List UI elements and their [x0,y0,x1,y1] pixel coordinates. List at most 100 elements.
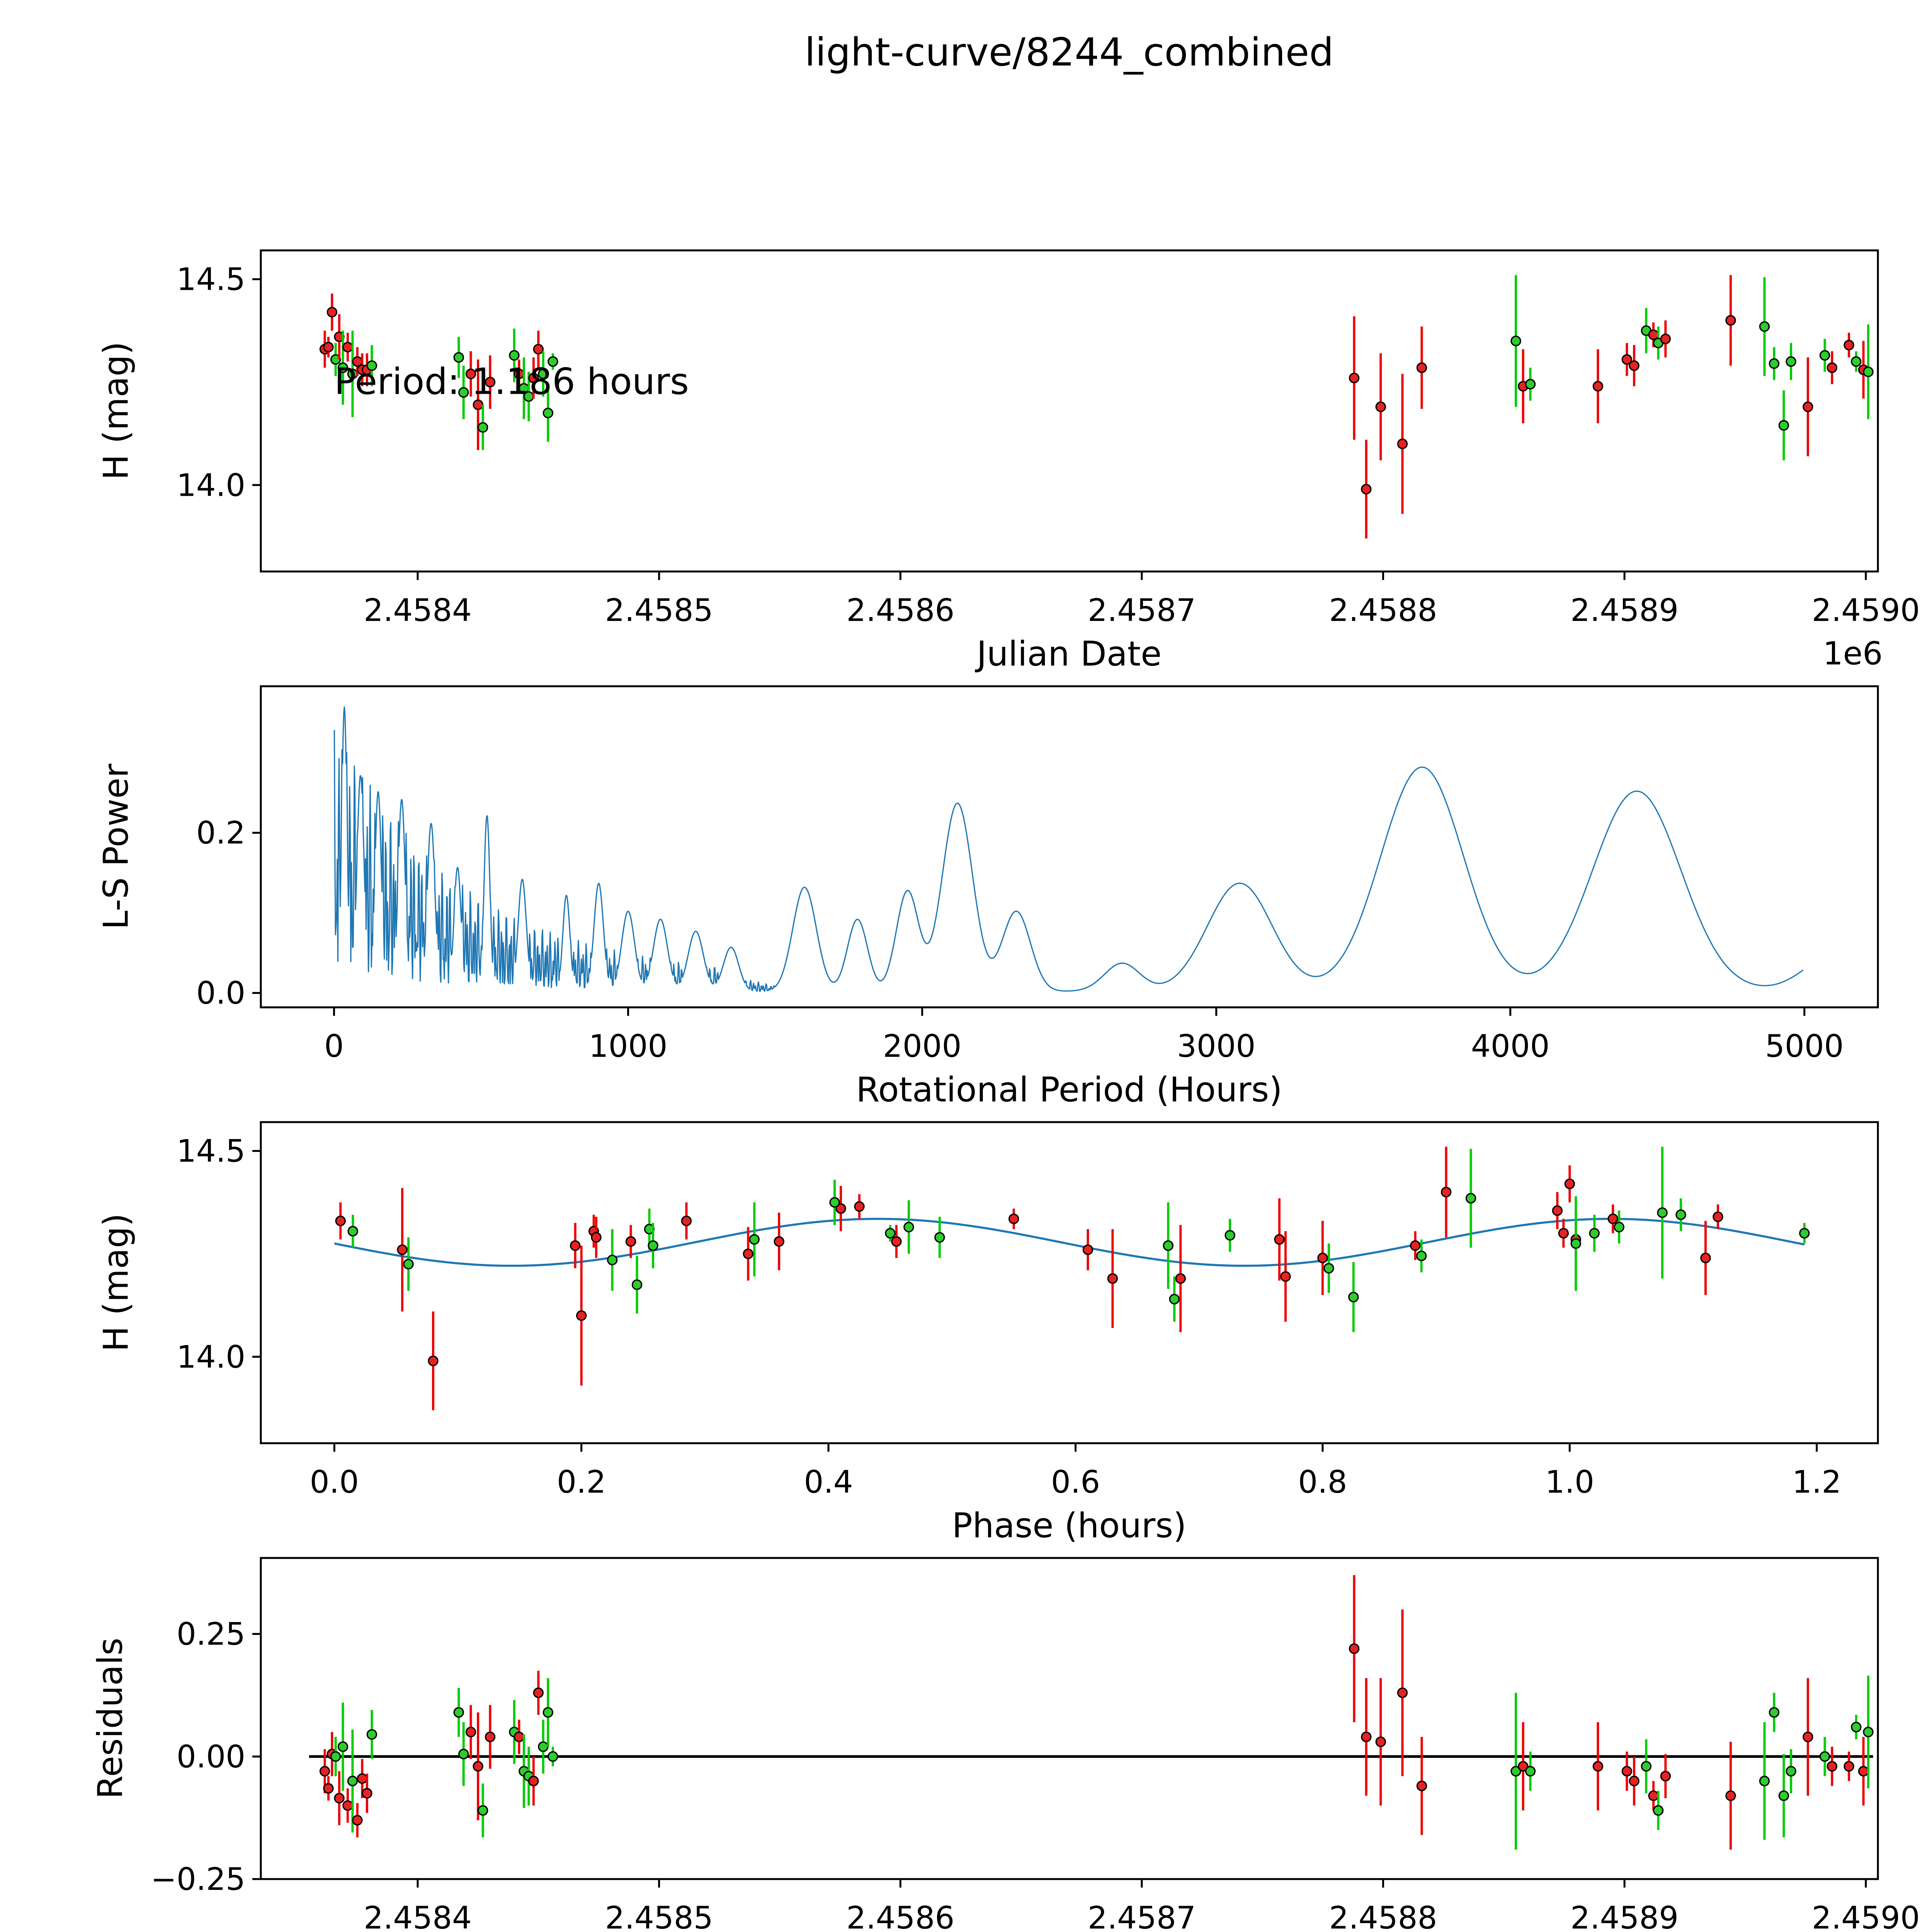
datapoint-green [548,356,558,367]
datapoint-green [337,362,349,373]
datapoint-red [1416,362,1427,373]
datapoint-red [1349,372,1360,383]
datapoint-green [543,408,554,418]
datapoint-green [477,422,488,433]
datapoint-green [1778,420,1789,431]
datapoint-red [1518,1761,1529,1772]
svg-text:5000: 5000 [1765,1028,1844,1064]
datapoint-green [403,1259,414,1270]
datapoint-red [362,1788,372,1799]
datapoint-green [458,1748,469,1760]
panel-periodogram-axes: 0 1000 2000 3000 4000 5000 0.0 0.2 [196,685,1879,1064]
datapoint-red [576,1310,587,1321]
svg-text:14.5: 14.5 [177,262,245,298]
svg-text:−0.25: −0.25 [151,1861,245,1897]
datapoint-green [1641,1761,1652,1772]
datapoint-red [1648,1790,1659,1801]
svg-text:0: 0 [324,1028,344,1064]
datapoint-red [342,342,353,353]
datapoint-red [1592,1761,1604,1772]
residuals-ylabel: Residuals [90,1638,130,1799]
svg-text:1.0: 1.0 [1545,1464,1594,1500]
datapoint-red [1629,1776,1639,1786]
datapoint-red [1827,1761,1838,1772]
svg-text:2.4584: 2.4584 [364,1900,472,1932]
lightcurve-ylabel: H (mag) [96,341,136,480]
svg-text:2.4588: 2.4588 [1329,1900,1437,1932]
datapoint-green [1769,1707,1780,1718]
datapoint-red [1361,484,1372,495]
datapoint-red [485,377,496,388]
datapoint-red [1700,1252,1711,1264]
datapoint-green [1525,379,1536,389]
period-annotation: Period: 1.186 hours [334,361,689,403]
datapoint-green [366,1729,378,1740]
datapoint-red [1558,1228,1569,1239]
page-title: light-curve/8244_combined [804,29,1334,75]
datapoint-green [477,1805,488,1816]
svg-text:0.00: 0.00 [177,1739,245,1775]
datapoint-red [1375,1736,1386,1747]
datapoint-red [1660,333,1671,344]
datapoint-red [528,1776,539,1786]
svg-text:14.0: 14.0 [177,467,245,503]
datapoint-red [1725,1790,1736,1801]
datapoint-red [327,307,337,318]
datapoint-green [1819,1751,1830,1762]
datapoint-green [543,1707,554,1718]
datapoint-red [1397,439,1408,449]
datapoint-red [1607,1213,1618,1225]
datapoint-red [1725,315,1736,326]
datapoint-green [1657,1207,1668,1218]
datapoint-red [323,1783,334,1794]
datapoint-red [319,1766,330,1777]
datapoint-green [1225,1230,1235,1241]
datapoint-red [835,1203,846,1214]
datapoint-red [334,1793,345,1804]
datapoint-red [891,1236,902,1247]
datapoint-red [485,1731,496,1742]
datapoint-red [1844,1761,1854,1772]
datapoint-green [366,360,378,371]
datapoint-green [1614,1221,1624,1233]
datapoint-red [428,1355,439,1366]
datapoint-green [1570,1238,1582,1249]
datapoint-red [528,372,539,383]
datapoint-red [1629,360,1639,371]
lightcurve-xlabel: Julian Date [976,634,1162,674]
datapoint-green [1759,321,1770,332]
datapoint-green [885,1228,896,1239]
datapoint-red [1564,1179,1575,1189]
svg-text:0.0: 0.0 [196,975,245,1011]
svg-text:0.2: 0.2 [557,1464,606,1500]
datapoint-red [1280,1271,1291,1282]
svg-text:4000: 4000 [1471,1028,1550,1064]
datapoint-green [648,1240,658,1251]
datapoint-green [337,1741,349,1752]
datapoint-green [1653,1805,1664,1816]
datapoint-green [1675,1209,1686,1220]
panel-residuals-axes: 2.4584 2.4585 2.4586 2.4587 2.4588 2.4589 2.45… [151,1557,1920,1932]
datapoint-green [453,352,464,363]
datapoint-green [631,1279,643,1290]
datapoint-red [1552,1205,1563,1216]
datapoint-red [1592,381,1604,392]
panel-phase-axes: 0.0 0.2 0.4 0.6 0.8 1.0 1.2 14.0 14.5 [177,1121,1879,1500]
svg-text:2.4589: 2.4589 [1570,592,1679,628]
datapoint-red [1361,1731,1372,1742]
datapoint-red [335,1215,346,1226]
datapoint-green [1163,1240,1173,1251]
datapoint-red [473,1761,483,1772]
periodogram-ylabel: L-S Power [96,764,136,930]
datapoint-red [1440,1187,1452,1197]
datapoint-red [357,1773,368,1784]
svg-text:1000: 1000 [589,1028,668,1064]
datapoint-green [509,350,520,361]
datapoint-red [1660,1770,1671,1782]
datapoint-red [625,1236,636,1247]
datapoint-green [538,1741,549,1752]
datapoint-red [1175,1273,1186,1284]
datapoint-red [533,344,544,355]
datapoint-red [1008,1213,1019,1225]
